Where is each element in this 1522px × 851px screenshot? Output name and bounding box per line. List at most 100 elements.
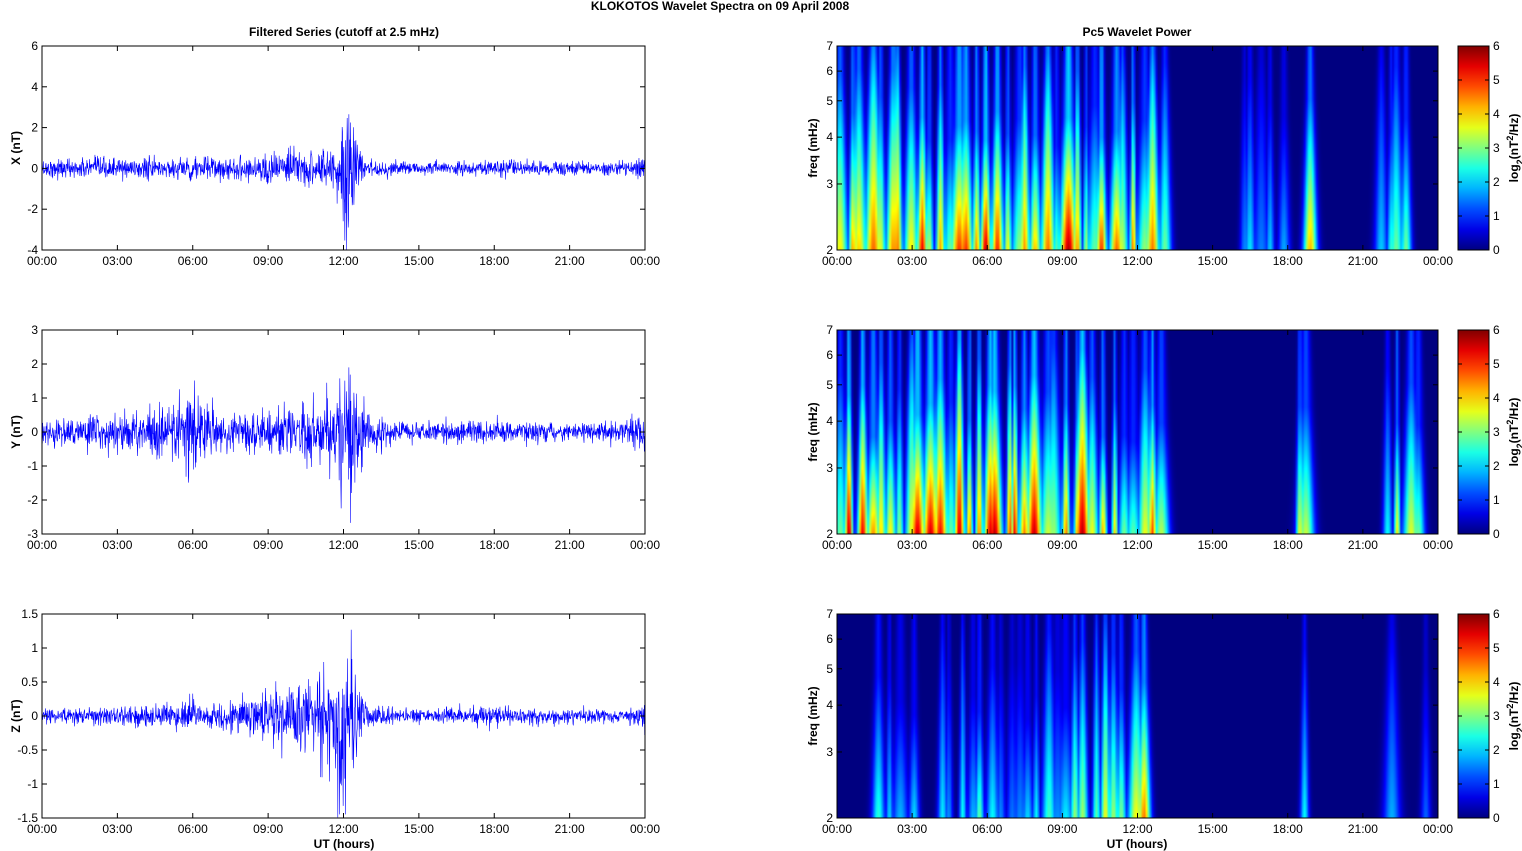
panel-x-series-y-axis-label: X (nT) [9, 131, 23, 165]
panel-x-series-x-tick-label: 00:00 [630, 254, 660, 268]
panel-y-series-y-tick-label: 3 [31, 323, 38, 337]
panel-z-wavelet-x-tick-label: 12:00 [1122, 822, 1152, 836]
colorbar-tick-label: 0 [1493, 811, 1500, 825]
panel-z-series-x-tick-label: 03:00 [102, 822, 132, 836]
panel-x-wavelet-y-tick-label: 4 [826, 130, 833, 144]
panel-x-series-y-tick-label: 6 [31, 39, 38, 53]
panel-y-wavelet-y-tick-label: 7 [826, 323, 833, 337]
panel-z-wavelet-x-tick-label: 03:00 [897, 822, 927, 836]
panel-y-series-y-tick-label: 1 [31, 391, 38, 405]
colorbar-tick-label: 5 [1493, 641, 1500, 655]
panel-y-wavelet-x-tick-label: 21:00 [1348, 538, 1378, 552]
panel-y-wavelet-x-tick-label: 09:00 [1047, 538, 1077, 552]
panel-x-wavelet-y-tick-label: 6 [826, 64, 833, 78]
colorbar-y [1457, 329, 1490, 535]
panel-x-series-y-tick-label: -2 [27, 202, 38, 216]
panel-x-wavelet-y-tick-label: 5 [826, 94, 833, 108]
panel-z-wavelet-y-tick-label: 7 [826, 607, 833, 621]
figure-title: KLOKOTOS Wavelet Spectra on 09 April 200… [591, 0, 850, 13]
panel-x-wavelet-x-tick-label: 15:00 [1198, 254, 1228, 268]
colorbar-tick-label: 1 [1493, 209, 1500, 223]
panel-x-wavelet-heatmap [837, 46, 1438, 250]
panel-z-wavelet-y-tick-label: 5 [826, 662, 833, 676]
panel-y-series-x-tick-label: 15:00 [404, 538, 434, 552]
panel-x-series-x-tick-label: 21:00 [555, 254, 585, 268]
panel-z-wavelet-x-tick-label: 09:00 [1047, 822, 1077, 836]
panel-x-wavelet-y-tick-label: 2 [826, 243, 833, 257]
panel-y-series-x-tick-label: 00:00 [27, 538, 57, 552]
colorbar-label: log2(nT2/Hz) [1505, 114, 1522, 183]
panel-y-series-x-tick-label: 03:00 [102, 538, 132, 552]
colorbar-tick-label: 0 [1493, 527, 1500, 541]
colorbar-tick-label: 1 [1493, 493, 1500, 507]
panel-x-wavelet-x-tick-label: 00:00 [1423, 254, 1453, 268]
panel-z-series-y-tick-label: 0 [31, 709, 38, 723]
panel-y-series-y-tick-label: -3 [27, 527, 38, 541]
panel-y-series-y-axis-label: Y (nT) [9, 415, 23, 449]
panel-x-series-x-tick-label: 06:00 [178, 254, 208, 268]
panel-x-series-y-tick-label: 0 [31, 161, 38, 175]
panel-z-series-x-tick-label: 09:00 [253, 822, 283, 836]
panel-y-series-x-tick-label: 12:00 [328, 538, 358, 552]
panel-y-wavelet-x-tick-label: 03:00 [897, 538, 927, 552]
right-x-axis-label: UT (hours) [1107, 837, 1168, 851]
panel-y-wavelet-y-tick-label: 2 [826, 527, 833, 541]
left-column-title: Filtered Series (cutoff at 2.5 mHz) [249, 25, 439, 39]
colorbar-z [1457, 613, 1490, 819]
colorbar-tick-label: 5 [1493, 357, 1500, 371]
panel-y-series-x-tick-label: 09:00 [253, 538, 283, 552]
panel-y-series-y-tick-label: 2 [31, 357, 38, 371]
colorbar-x [1457, 45, 1490, 251]
colorbar-tick-label: 2 [1493, 175, 1500, 189]
panel-z-series-y-tick-label: 0.5 [21, 675, 38, 689]
panel-z-series-y-tick-label: 1.5 [21, 607, 38, 621]
colorbar-tick-label: 4 [1493, 391, 1500, 405]
colorbar-tick-label: 2 [1493, 743, 1500, 757]
panel-y-wavelet-x-tick-label: 06:00 [972, 538, 1002, 552]
panel-y-wavelet-x-tick-label: 12:00 [1122, 538, 1152, 552]
panel-x-wavelet-x-tick-label: 03:00 [897, 254, 927, 268]
panel-x-wavelet-x-tick-label: 06:00 [972, 254, 1002, 268]
panel-z-series-y-tick-label: 1 [31, 641, 38, 655]
panel-y-series-x-tick-label: 18:00 [479, 538, 509, 552]
panel-y-series-y-tick-label: 0 [31, 425, 38, 439]
z-filtered-series-line [41, 629, 646, 818]
panel-y-wavelet-y-tick-label: 5 [826, 378, 833, 392]
panel-x-wavelet-x-tick-label: 09:00 [1047, 254, 1077, 268]
panel-z-wavelet-x-tick-label: 15:00 [1198, 822, 1228, 836]
panel-x-series-x-tick-label: 00:00 [27, 254, 57, 268]
colorbar-tick-label: 3 [1493, 425, 1500, 439]
panel-y-wavelet-y-tick-label: 4 [826, 414, 833, 428]
panel-z-series-y-tick-label: -1.5 [17, 811, 38, 825]
panel-x-wavelet-y-tick-label: 7 [826, 39, 833, 53]
panel-z-wavelet-y-tick-label: 6 [826, 632, 833, 646]
panel-z-wavelet-x-tick-label: 06:00 [972, 822, 1002, 836]
colorbar-label: log2(nT2/Hz) [1505, 682, 1522, 751]
panel-z-series-x-tick-label: 00:00 [630, 822, 660, 836]
panel-z-series-x-tick-label: 06:00 [178, 822, 208, 836]
panel-z-series-y-tick-label: -1 [27, 777, 38, 791]
panel-z-wavelet-x-tick-label: 00:00 [822, 822, 852, 836]
colorbar-tick-label: 4 [1493, 107, 1500, 121]
panel-z-series-x-tick-label: 18:00 [479, 822, 509, 836]
panel-y-wavelet-x-tick-label: 00:00 [1423, 538, 1453, 552]
panel-y-wavelet-y-tick-label: 6 [826, 348, 833, 362]
colorbar-tick-label: 1 [1493, 777, 1500, 791]
panel-z-wavelet-y-tick-label: 2 [826, 811, 833, 825]
panel-z-series-x-tick-label: 00:00 [27, 822, 57, 836]
panel-z-series-y-tick-label: -0.5 [17, 743, 38, 757]
colorbar-tick-label: 4 [1493, 675, 1500, 689]
colorbar-tick-label: 3 [1493, 141, 1500, 155]
panel-x-series-x-tick-label: 15:00 [404, 254, 434, 268]
colorbar-tick-label: 6 [1493, 607, 1500, 621]
panel-y-wavelet-y-axis-label: freq (mHz) [806, 402, 820, 461]
panel-z-wavelet-y-tick-label: 3 [826, 745, 833, 759]
panel-z-series-x-tick-label: 12:00 [328, 822, 358, 836]
panel-z-wavelet-x-tick-label: 00:00 [1423, 822, 1453, 836]
panel-x-wavelet-x-tick-label: 12:00 [1122, 254, 1152, 268]
panel-y-wavelet-y-tick-label: 3 [826, 461, 833, 475]
colorbar-tick-label: 5 [1493, 73, 1500, 87]
panel-x-series-y-tick-label: 4 [31, 80, 38, 94]
panel-z-series-x-tick-label: 21:00 [555, 822, 585, 836]
